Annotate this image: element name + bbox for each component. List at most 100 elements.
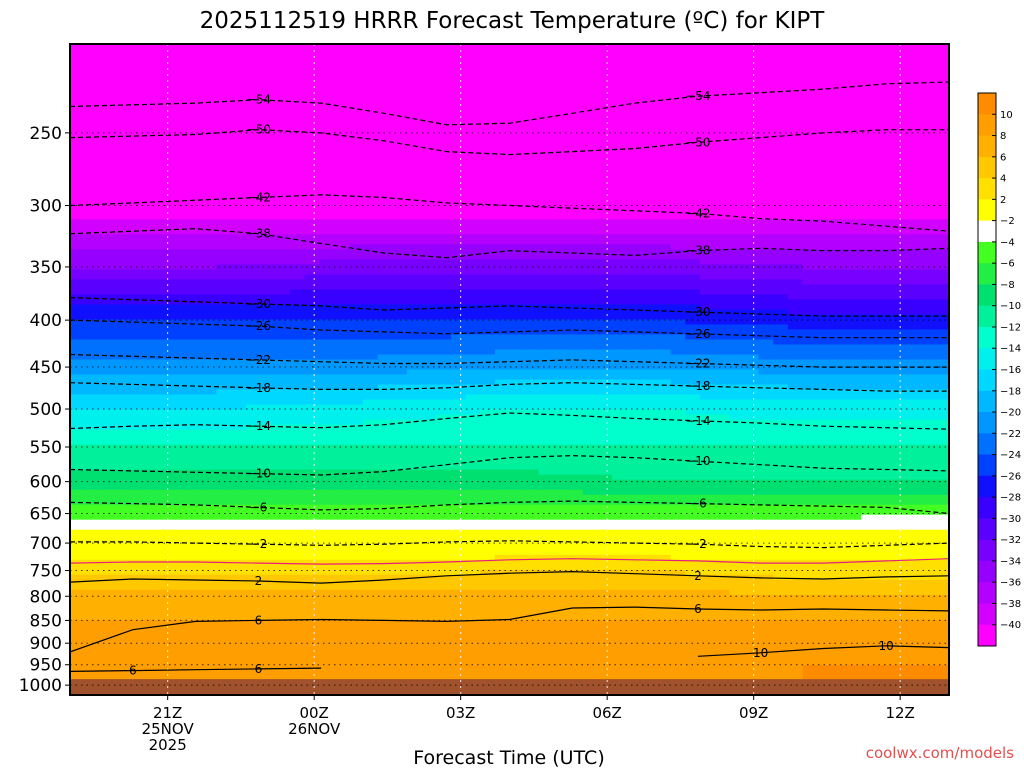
temperature-cell xyxy=(172,279,188,285)
temperature-cell xyxy=(377,494,393,501)
temperature-cell xyxy=(450,79,467,85)
temperature-cell xyxy=(436,394,452,401)
temperature-cell xyxy=(143,179,159,185)
temperature-cell xyxy=(494,384,511,391)
temperature-cell xyxy=(143,479,159,486)
temperature-cell xyxy=(172,499,188,506)
temperature-cell xyxy=(582,649,599,656)
temperature-cell xyxy=(421,649,437,656)
temperature-cell xyxy=(568,424,584,431)
temperature-cell xyxy=(201,339,218,346)
temperature-cell xyxy=(304,164,320,170)
temperature-cell xyxy=(84,524,100,531)
temperature-cell xyxy=(128,409,144,416)
temperature-cell xyxy=(553,364,569,371)
temperature-cell xyxy=(348,309,364,315)
temperature-cell xyxy=(612,364,628,371)
temperature-cell xyxy=(509,189,525,195)
temperature-cell xyxy=(538,159,555,165)
temperature-cell xyxy=(319,649,335,656)
temperature-cell xyxy=(626,89,642,95)
temperature-cell xyxy=(612,529,628,536)
temperature-cell xyxy=(538,379,555,386)
temperature-cell xyxy=(70,109,86,115)
temperature-cell xyxy=(114,174,130,180)
temperature-cell xyxy=(377,54,393,60)
temperature-cell xyxy=(450,524,467,531)
temperature-cell xyxy=(289,499,306,506)
temperature-cell xyxy=(436,134,452,140)
temperature-cell xyxy=(363,554,379,561)
temperature-cell xyxy=(216,429,232,436)
temperature-cell xyxy=(494,364,511,371)
temperature-cell xyxy=(319,174,335,180)
temperature-cell xyxy=(524,644,540,651)
temperature-cell xyxy=(143,514,159,521)
temperature-cell xyxy=(99,249,115,255)
temperature-cell xyxy=(538,234,555,240)
temperature-cell xyxy=(465,524,481,531)
temperature-cell xyxy=(143,374,159,381)
temperature-cell xyxy=(157,174,174,180)
temperature-cell xyxy=(84,154,100,160)
temperature-cell xyxy=(480,169,496,175)
temperature-cell xyxy=(392,654,408,661)
temperature-cell xyxy=(99,164,115,170)
temperature-cell xyxy=(612,214,628,220)
temperature-cell xyxy=(538,665,555,671)
temperature-cell xyxy=(84,214,100,220)
temperature-cell xyxy=(70,219,86,225)
temperature-cell xyxy=(494,139,511,145)
temperature-cell xyxy=(553,139,569,145)
temperature-cell xyxy=(392,609,408,616)
temperature-cell xyxy=(70,189,86,195)
temperature-cell xyxy=(187,294,203,300)
temperature-cell xyxy=(70,509,86,516)
temperature-cell xyxy=(421,184,437,190)
temperature-cell xyxy=(157,549,174,556)
temperature-cell xyxy=(568,174,584,180)
temperature-cell xyxy=(568,154,584,160)
temperature-cell xyxy=(260,569,276,576)
temperature-cell xyxy=(70,64,86,70)
temperature-cell xyxy=(260,439,276,446)
temperature-cell xyxy=(494,309,511,315)
temperature-cell xyxy=(436,194,452,200)
temperature-cell xyxy=(465,89,481,95)
temperature-cell xyxy=(421,144,437,150)
temperature-cell xyxy=(421,259,437,265)
temperature-cell xyxy=(465,389,481,396)
temperature-cell xyxy=(289,74,306,80)
temperature-cell xyxy=(568,199,584,205)
temperature-cell xyxy=(114,579,130,586)
temperature-cell xyxy=(348,279,364,285)
temperature-cell xyxy=(612,519,628,526)
temperature-cell xyxy=(363,164,379,170)
temperature-cell xyxy=(494,319,511,325)
temperature-cell xyxy=(509,389,525,396)
temperature-cell xyxy=(260,369,276,376)
temperature-cell xyxy=(480,189,496,195)
temperature-cell xyxy=(597,289,613,295)
temperature-cell xyxy=(201,439,218,446)
temperature-cell xyxy=(436,174,452,180)
temperature-cell xyxy=(480,609,496,616)
temperature-cell xyxy=(568,89,584,95)
temperature-cell xyxy=(114,444,130,451)
temperature-cell xyxy=(509,104,525,110)
temperature-cell xyxy=(260,204,276,210)
temperature-cell xyxy=(216,464,232,471)
temperature-cell xyxy=(260,289,276,295)
temperature-cell xyxy=(333,309,349,315)
temperature-cell xyxy=(157,154,174,160)
temperature-cell xyxy=(333,269,349,275)
temperature-cell xyxy=(128,164,144,170)
temperature-cell xyxy=(450,559,467,566)
temperature-cell xyxy=(363,529,379,536)
temperature-cell xyxy=(201,464,218,471)
temperature-cell xyxy=(494,614,511,621)
temperature-cell xyxy=(201,319,218,325)
temperature-cell xyxy=(157,439,174,446)
temperature-cell xyxy=(480,429,496,436)
